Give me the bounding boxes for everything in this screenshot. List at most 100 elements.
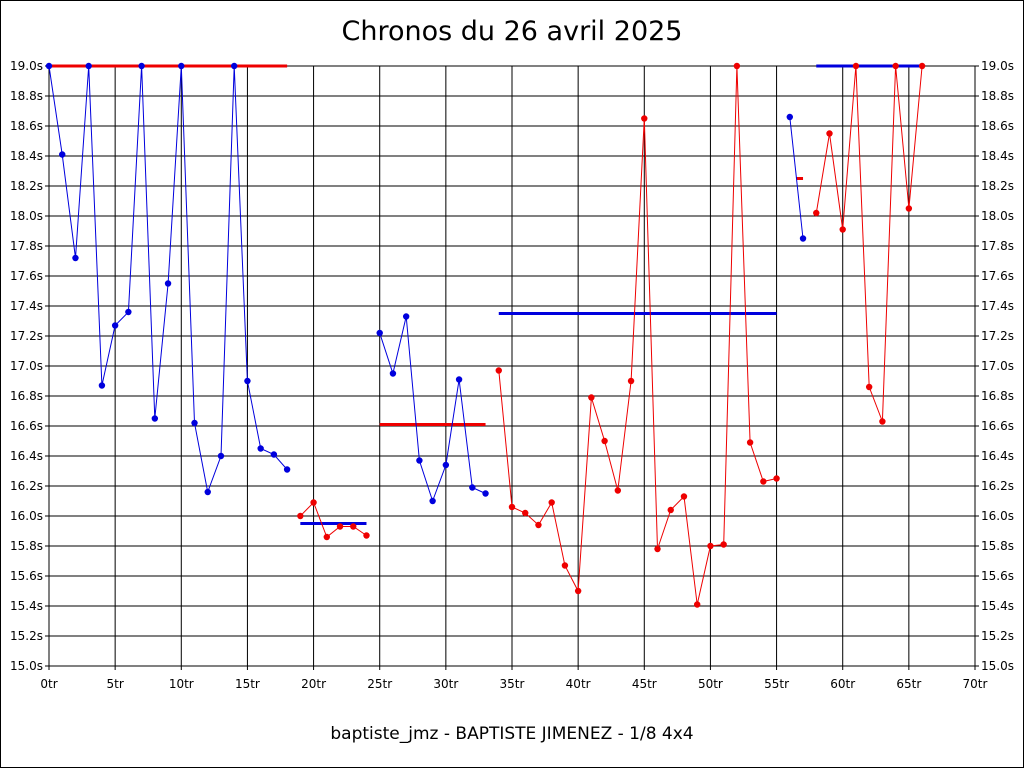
y-tick-label-right: 16.6s xyxy=(981,419,1014,433)
data-point xyxy=(442,461,450,469)
data-point xyxy=(85,62,92,70)
y-tick-label-left: 18.4s xyxy=(10,149,43,163)
series-line xyxy=(379,316,486,503)
data-point xyxy=(707,542,714,550)
data-point xyxy=(799,235,807,242)
chart-title: Chronos du 26 avril 2025 xyxy=(341,16,683,47)
data-point xyxy=(508,503,516,511)
data-point xyxy=(323,533,330,541)
y-tick-label-right: 16.4s xyxy=(981,449,1014,463)
series-line xyxy=(48,65,288,494)
data-point xyxy=(363,532,370,539)
x-tick-label: 5tr xyxy=(107,677,124,691)
y-tick-label-right: 15.2s xyxy=(981,629,1014,643)
y-tick-label-left: 15.6s xyxy=(10,569,43,583)
data-point xyxy=(627,377,635,385)
data-point xyxy=(522,509,529,517)
data-point xyxy=(561,562,569,569)
y-tick-label-right: 16.8s xyxy=(981,389,1014,403)
data-point xyxy=(667,506,674,514)
data-point xyxy=(191,419,198,427)
data-point xyxy=(45,62,53,70)
y-tick-label-left: 17.0s xyxy=(10,359,43,373)
y-tick-label-right: 17.6s xyxy=(981,269,1014,283)
y-tick-label-right: 18.6s xyxy=(981,119,1014,133)
x-tick-label: 20tr xyxy=(301,677,326,691)
y-tick-label-right: 15.4s xyxy=(981,599,1014,613)
y-tick-label-left: 18.8s xyxy=(10,89,43,103)
x-tick-label: 50tr xyxy=(698,677,723,691)
chart-subtitle: baptiste_jmz - BAPTISTE JIMENEZ - 1/8 4x… xyxy=(330,724,694,744)
data-point xyxy=(905,205,913,212)
data-point xyxy=(879,418,886,425)
data-point xyxy=(204,488,211,496)
y-tick-label-left: 17.2s xyxy=(10,329,43,343)
data-point xyxy=(376,329,383,337)
series-line xyxy=(815,65,923,422)
data-point xyxy=(402,313,410,320)
data-point xyxy=(852,62,860,70)
data-point xyxy=(178,62,185,70)
y-tick-label-left: 18.2s xyxy=(10,179,43,193)
data-point xyxy=(231,62,238,70)
x-tick-label: 40tr xyxy=(566,677,591,691)
data-point xyxy=(839,226,846,233)
y-tick-label-right: 18.8s xyxy=(981,89,1014,103)
x-tick-label: 60tr xyxy=(830,677,855,691)
data-point xyxy=(98,382,106,389)
data-point xyxy=(574,587,582,595)
data-point xyxy=(535,521,542,529)
x-tick-label: 70tr xyxy=(963,677,988,691)
x-tick-label: 25tr xyxy=(367,677,392,691)
data-point xyxy=(257,445,264,452)
data-point xyxy=(654,545,661,553)
series-line xyxy=(789,116,804,239)
data-point xyxy=(455,376,463,383)
data-point xyxy=(773,475,780,482)
x-tick-label: 10tr xyxy=(169,677,194,691)
y-tick-label-left: 17.4s xyxy=(10,299,43,313)
data-point xyxy=(601,437,608,445)
data-point xyxy=(746,439,754,446)
data-point xyxy=(151,415,159,422)
y-tick-label-right: 17.8s xyxy=(981,239,1014,253)
data-point xyxy=(111,322,119,329)
y-tick-label-left: 15.2s xyxy=(10,629,43,643)
data-point xyxy=(733,62,741,70)
data-point xyxy=(826,130,833,137)
data-point xyxy=(138,62,145,70)
data-point xyxy=(865,383,873,391)
data-point xyxy=(720,541,727,548)
data-point xyxy=(892,62,899,70)
y-tick-label-left: 16.2s xyxy=(10,479,43,493)
y-tick-label-right: 17.2s xyxy=(981,329,1014,343)
y-tick-label-left: 15.8s xyxy=(10,539,43,553)
y-tick-label-right: 18.2s xyxy=(981,179,1014,193)
data-point xyxy=(244,377,251,385)
data-point xyxy=(760,478,767,485)
data-point xyxy=(164,280,172,287)
y-tick-label-right: 16.0s xyxy=(981,509,1014,523)
x-tick-label: 45tr xyxy=(632,677,657,691)
data-point xyxy=(694,601,701,608)
grid-lines xyxy=(45,65,979,670)
y-tick-label-left: 15.0s xyxy=(10,659,43,673)
data-point xyxy=(614,487,622,494)
data-point xyxy=(482,490,489,497)
x-tick-label: 35tr xyxy=(500,677,525,691)
data-point xyxy=(350,523,357,530)
data-point xyxy=(283,466,291,473)
data-points xyxy=(45,62,926,608)
y-tick-label-right: 16.2s xyxy=(981,479,1014,493)
series-lines xyxy=(48,65,923,605)
data-point xyxy=(72,254,79,262)
y-tick-label-right: 17.0s xyxy=(981,359,1014,373)
data-point xyxy=(389,370,397,377)
series-line xyxy=(498,65,777,605)
y-tick-label-left: 15.4s xyxy=(10,599,43,613)
tick-labels: 15.0s 15.0s 15.2s 15.2s 15.4s 15.4s 15.6s 15.6s… xyxy=(10,59,1014,691)
data-point xyxy=(813,209,820,217)
y-tick-label-left: 18.6s xyxy=(10,119,43,133)
data-point xyxy=(588,394,595,401)
data-point xyxy=(786,113,793,121)
